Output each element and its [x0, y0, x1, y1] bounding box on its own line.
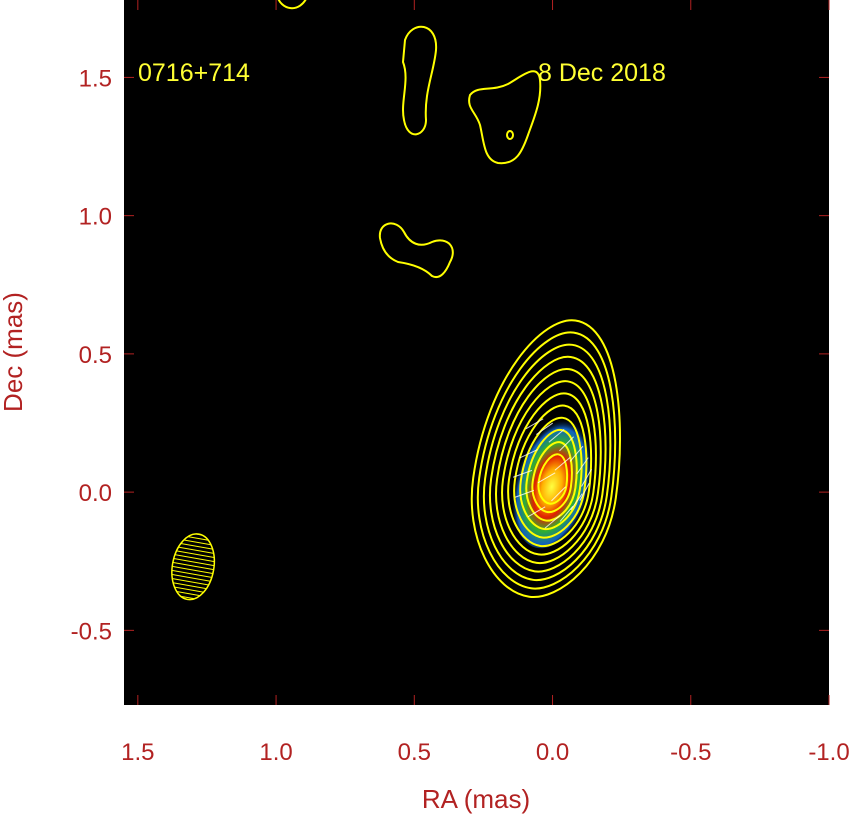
core-contour	[470, 319, 621, 598]
source-label: 0716+714	[138, 59, 250, 87]
core-contour	[495, 368, 602, 564]
polarization-tick	[512, 469, 533, 478]
core-contour	[482, 343, 612, 581]
x-tick-label: -0.5	[670, 739, 711, 766]
contour-edge-top	[277, 0, 307, 10]
core-contour	[476, 331, 617, 590]
contour-blob-2-inner	[506, 130, 514, 140]
y-tick-label: 0.5	[79, 342, 112, 369]
polarization-tick	[536, 422, 554, 435]
contour-blob-2	[468, 70, 542, 165]
polarization-tick	[576, 457, 589, 475]
polarization-tick	[559, 436, 574, 452]
core-contour	[489, 355, 607, 573]
y-tick-label: 0.0	[79, 480, 112, 507]
polarization-tick	[579, 482, 590, 501]
y-tick-label: 1.5	[79, 65, 112, 92]
core-contour	[537, 453, 569, 505]
x-tick-label: 0.5	[398, 739, 431, 766]
x-axis-title: RA (mas)	[422, 784, 530, 814]
x-tick-label: -1.0	[808, 739, 849, 766]
polarization-tick	[525, 418, 544, 430]
core-contour	[519, 416, 583, 531]
date-label: 8 Dec 2018	[538, 59, 666, 87]
polarization-tick	[570, 493, 583, 511]
polarization-tick	[514, 489, 535, 498]
polarization-tick	[544, 515, 561, 529]
y-ticks: -0.5 0.0 0.5 1.0 1.5	[71, 65, 829, 645]
polarization-tick	[559, 505, 574, 522]
x-tick-label: 1.5	[121, 739, 154, 766]
core-contour	[507, 392, 593, 547]
contour-blob-3	[378, 222, 454, 278]
core-contour	[525, 428, 578, 522]
contour-layer	[277, 0, 542, 278]
polarization-tick	[548, 429, 565, 443]
x-tick-label: 1.0	[259, 739, 292, 766]
core-contours	[470, 319, 621, 598]
polarization-tick	[537, 472, 556, 484]
core-contour	[501, 380, 597, 556]
polarization-tick	[569, 445, 584, 462]
beam-ellipse	[171, 533, 216, 601]
polarization-tick	[527, 506, 546, 518]
polarization-tick	[551, 486, 566, 502]
x-tick-label: 0.0	[536, 739, 569, 766]
y-axis-title: Dec (mas)	[0, 292, 28, 412]
core-contour	[531, 441, 573, 514]
polarization-tick	[519, 449, 538, 459]
polarization-tick	[554, 457, 571, 471]
x-ticks: 1.5 1.0 0.5 0.0 -0.5 -1.0	[121, 0, 850, 766]
contour-blob-1	[401, 25, 438, 136]
y-tick-label: 1.0	[79, 204, 112, 231]
polarization-tick	[581, 468, 592, 487]
y-tick-label: -0.5	[71, 618, 112, 645]
plot-background	[124, 0, 829, 705]
